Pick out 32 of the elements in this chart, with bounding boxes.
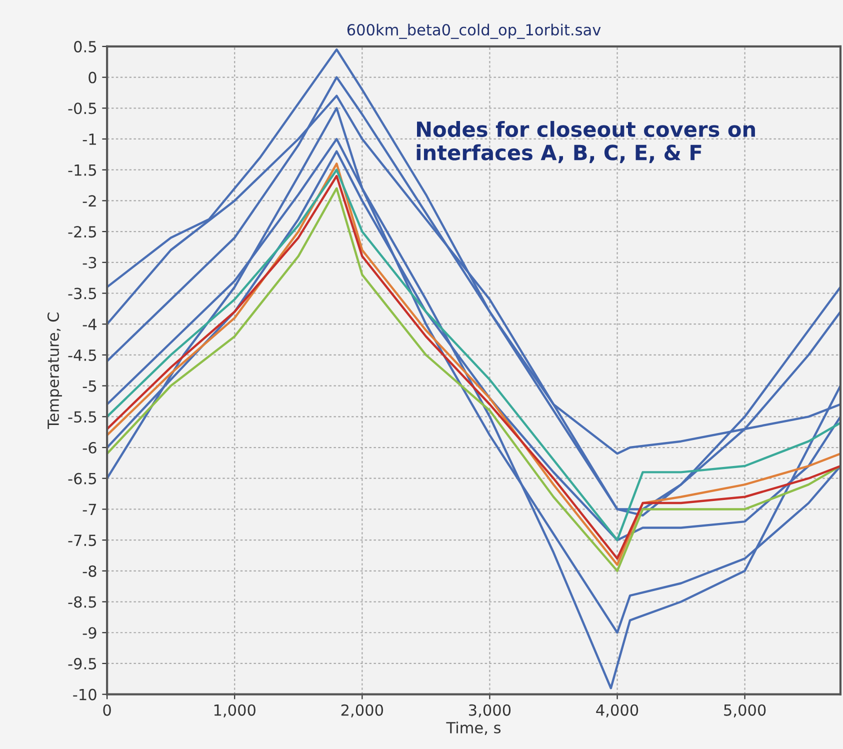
y-tick-label: -4.5 bbox=[68, 350, 96, 361]
x-tick-label: 0 bbox=[103, 704, 111, 716]
x-tick-label: 3,000 bbox=[469, 704, 511, 718]
chart-title: 600km_beta0_cold_op_1orbit.sav bbox=[347, 24, 601, 39]
y-tick-label: -7.5 bbox=[68, 534, 96, 546]
y-tick-label: -3 bbox=[82, 256, 96, 268]
annotation: Nodes for closeout covers on interfaces A, B, C, E, & F bbox=[416, 120, 755, 164]
x-tick-label: 1,000 bbox=[214, 704, 256, 718]
y-tick-label: 0.5 bbox=[74, 40, 96, 52]
y-axis-title: Temperature, C bbox=[47, 312, 62, 429]
y-tick-label: -7 bbox=[82, 504, 96, 516]
x-tick-label: 2,000 bbox=[341, 704, 384, 718]
x-axis-title: Time, s bbox=[446, 722, 501, 735]
y-tick-label: -3.5 bbox=[68, 288, 96, 300]
y-tick-label: -6.5 bbox=[68, 472, 96, 484]
y-tick-label: -9 bbox=[82, 627, 96, 639]
y-tick-label: -2 bbox=[82, 195, 96, 206]
y-tick-label: -5 bbox=[82, 380, 96, 392]
x-tick-label: 5,000 bbox=[724, 704, 766, 718]
y-tick-label: -10 bbox=[73, 688, 96, 700]
y-tick-label: -8 bbox=[82, 565, 96, 577]
y-tick-label: -6 bbox=[82, 442, 96, 454]
y-tick-label: -2.5 bbox=[68, 226, 96, 238]
y-tick-label: 0 bbox=[88, 72, 96, 84]
y-tick-label: -1 bbox=[82, 134, 96, 145]
y-tick-label: -5.5 bbox=[68, 411, 96, 423]
y-tick-label: -0.5 bbox=[68, 102, 96, 114]
x-tick-label: 4,000 bbox=[596, 704, 638, 718]
y-tick-label: -1.5 bbox=[68, 164, 96, 176]
y-tick-label: -8.5 bbox=[68, 596, 96, 608]
y-tick-label: -9.5 bbox=[68, 658, 96, 670]
y-tick-label: -4 bbox=[82, 318, 96, 330]
